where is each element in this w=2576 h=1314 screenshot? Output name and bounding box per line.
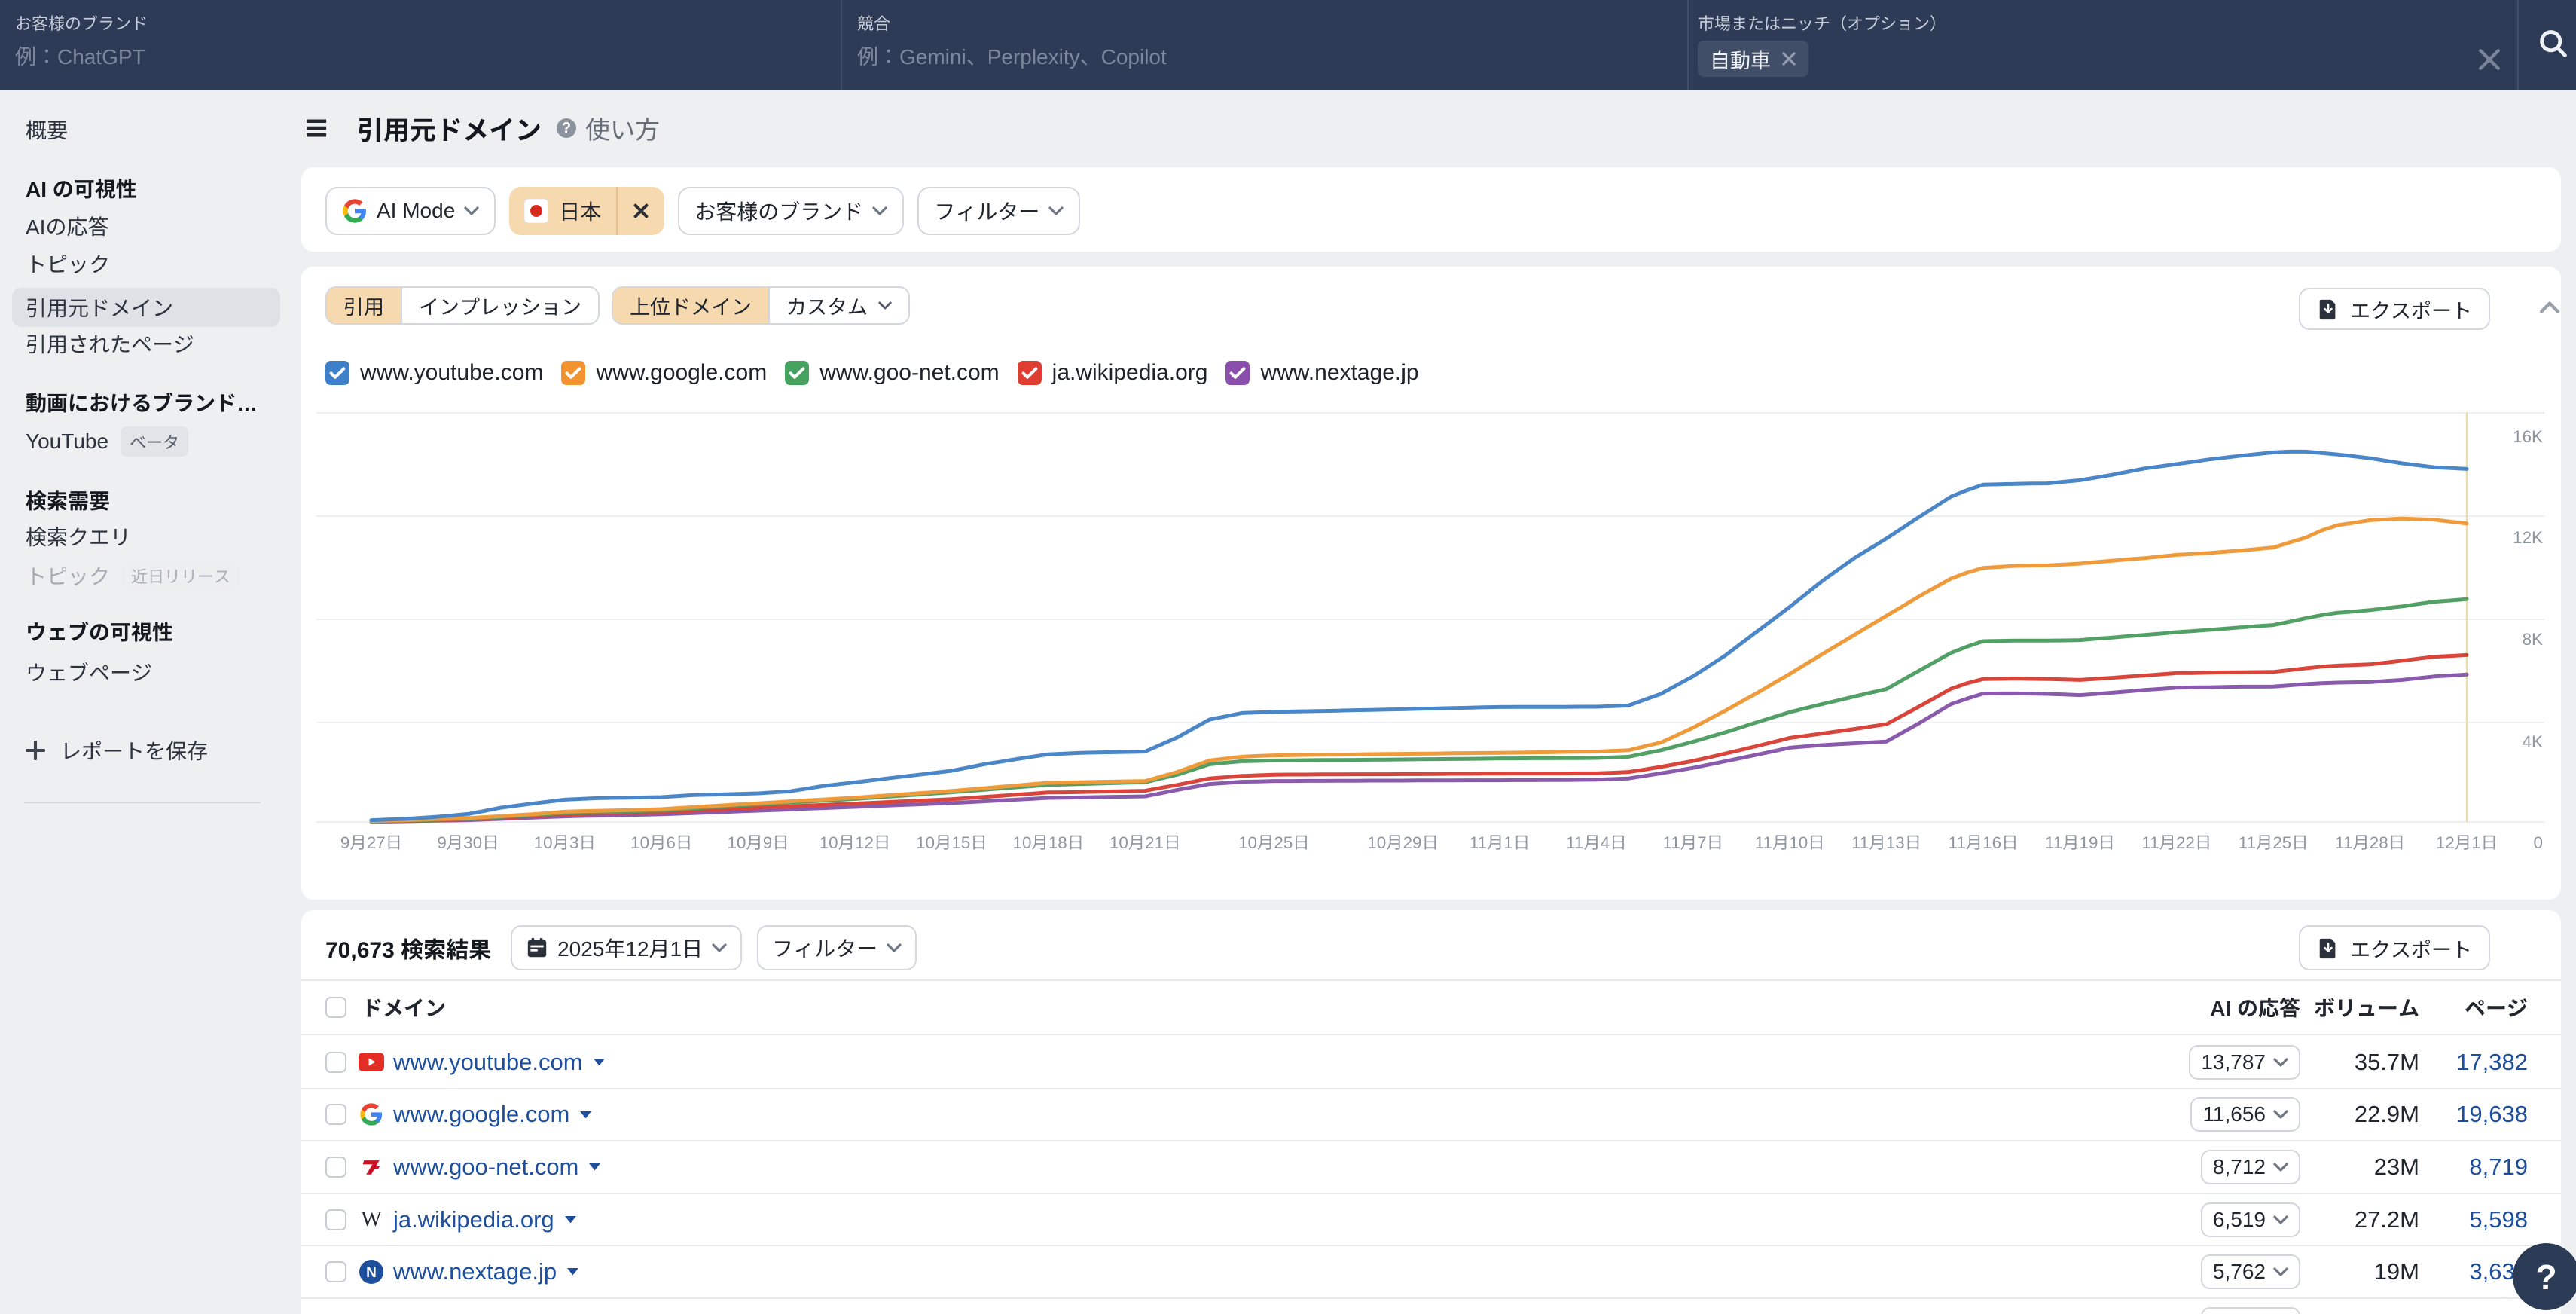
svg-text:10月9日: 10月9日	[728, 833, 789, 852]
svg-text:10月12日: 10月12日	[819, 833, 891, 852]
svg-text:12K: 12K	[2513, 528, 2543, 547]
svg-text:11月22日: 11月22日	[2141, 833, 2211, 852]
svg-text:8K: 8K	[2523, 630, 2543, 649]
svg-text:9月30日: 9月30日	[437, 833, 499, 852]
svg-text:10月21日: 10月21日	[1109, 833, 1181, 852]
svg-text:11月16日: 11月16日	[1949, 833, 2019, 852]
svg-text:11月25日: 11月25日	[2239, 833, 2309, 852]
svg-text:0: 0	[2534, 833, 2543, 852]
svg-text:11月4日: 11月4日	[1566, 833, 1626, 852]
svg-text:12月1日: 12月1日	[2436, 833, 2498, 852]
svg-text:11月28日: 11月28日	[2335, 833, 2405, 852]
svg-text:4K: 4K	[2523, 732, 2543, 751]
svg-text:10月18日: 10月18日	[1013, 833, 1085, 852]
svg-text:9月27日: 9月27日	[340, 833, 402, 852]
svg-text:16K: 16K	[2513, 427, 2543, 446]
svg-text:11月1日: 11月1日	[1470, 833, 1530, 852]
svg-text:11月13日: 11月13日	[1851, 833, 1921, 852]
svg-text:10月29日: 10月29日	[1367, 833, 1439, 852]
svg-text:10月3日: 10月3日	[534, 833, 596, 852]
svg-text:10月15日: 10月15日	[916, 833, 987, 852]
svg-text:N: N	[366, 1265, 377, 1281]
svg-text:11月7日: 11月7日	[1663, 833, 1723, 852]
svg-text:11月10日: 11月10日	[1755, 833, 1825, 852]
svg-text:10月25日: 10月25日	[1238, 833, 1310, 852]
svg-text:11月19日: 11月19日	[2045, 833, 2115, 852]
svg-text:10月6日: 10月6日	[630, 833, 692, 852]
